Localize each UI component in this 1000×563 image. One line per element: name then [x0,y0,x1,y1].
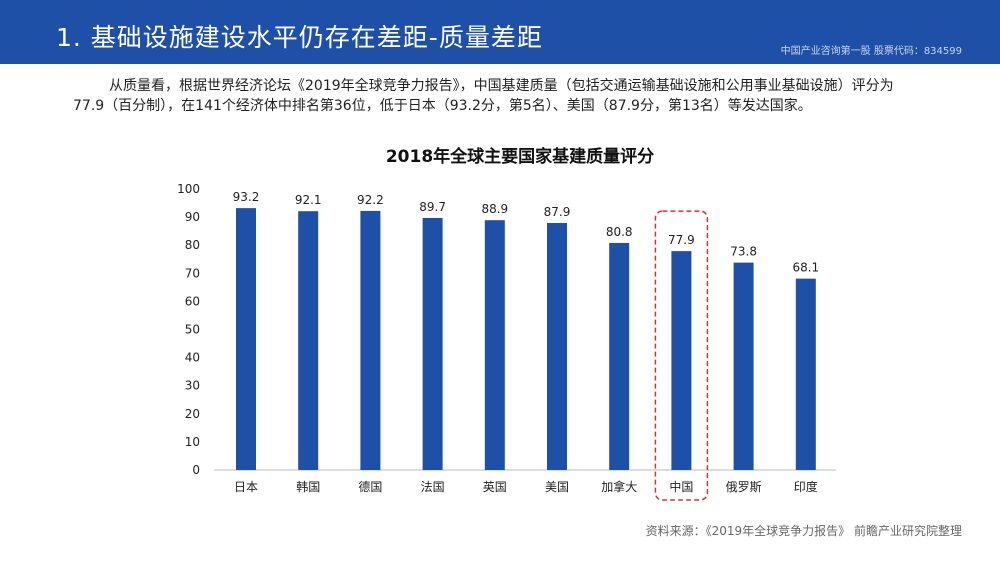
y-tick-label: 80 [185,238,200,252]
y-tick-label: 90 [185,210,200,224]
y-tick-label: 10 [185,435,200,449]
bar [360,210,381,470]
data-label: 77.9 [668,233,695,247]
x-tick-label: 德国 [358,479,382,494]
data-label: 92.1 [295,193,322,207]
data-label: 93.2 [233,190,260,204]
x-tick-label: 加拿大 [601,479,637,494]
page-title: 1. 基础设施建设水平仍存在差距-质量差距 [56,23,543,52]
bar [671,251,692,470]
data-label: 68.1 [792,261,819,275]
bar [298,211,319,470]
header-bar: 1. 基础设施建设水平仍存在差距-质量差距 中国产业咨询第一股 股票代码：834… [0,0,1000,64]
y-tick-label: 0 [192,463,200,477]
paragraph-line-1: 从质量看，根据世界经济论坛《2019年全球竞争力报告》，中国基建质量（包括交通运… [109,78,894,94]
x-tick-label: 法国 [421,480,445,494]
x-tick-label: 印度 [794,479,818,494]
highlight-box [654,210,709,501]
x-tick-label: 日本 [234,480,258,494]
y-tick-label: 100 [177,182,200,196]
bar [236,208,256,470]
paragraph-line-2: 77.9（百分制），在141个经济体中排名第36位，低于日本（93.2分，第5名… [73,98,812,114]
data-label: 89.7 [419,200,446,214]
bar [547,223,567,470]
chart-title: 2018年全球主要国家基建质量评分 [385,147,655,167]
x-tick-label: 美国 [545,480,569,494]
y-tick-label: 20 [185,407,200,421]
intro-paragraph: 从质量看，根据世界经济论坛《2019年全球竞争力报告》，中国基建质量（包括交通运… [73,76,973,116]
y-tick-label: 40 [185,351,200,365]
data-label: 73.8 [730,245,757,259]
data-label: 80.8 [606,225,633,239]
data-label: 87.9 [544,205,571,219]
bar [422,217,443,470]
y-tick-label: 30 [185,379,200,393]
y-tick-label: 70 [185,266,200,280]
bar [733,262,754,470]
x-tick-label: 英国 [483,480,507,494]
source-note: 资料来源：《2019年全球竞争力报告》 前瞻产业研究院整理 [645,524,962,538]
header-tagline: 中国产业咨询第一股 股票代码：834599 [780,46,962,57]
data-label: 92.2 [357,193,384,207]
bar [484,220,505,470]
x-tick-label: 中国 [669,479,693,494]
bar [609,242,630,470]
data-label: 88.9 [481,202,508,216]
x-tick-label: 俄罗斯 [726,480,762,494]
y-tick-label: 50 [185,323,200,337]
y-tick-label: 60 [185,294,200,308]
bar [795,278,816,470]
x-tick-label: 韩国 [296,479,320,494]
